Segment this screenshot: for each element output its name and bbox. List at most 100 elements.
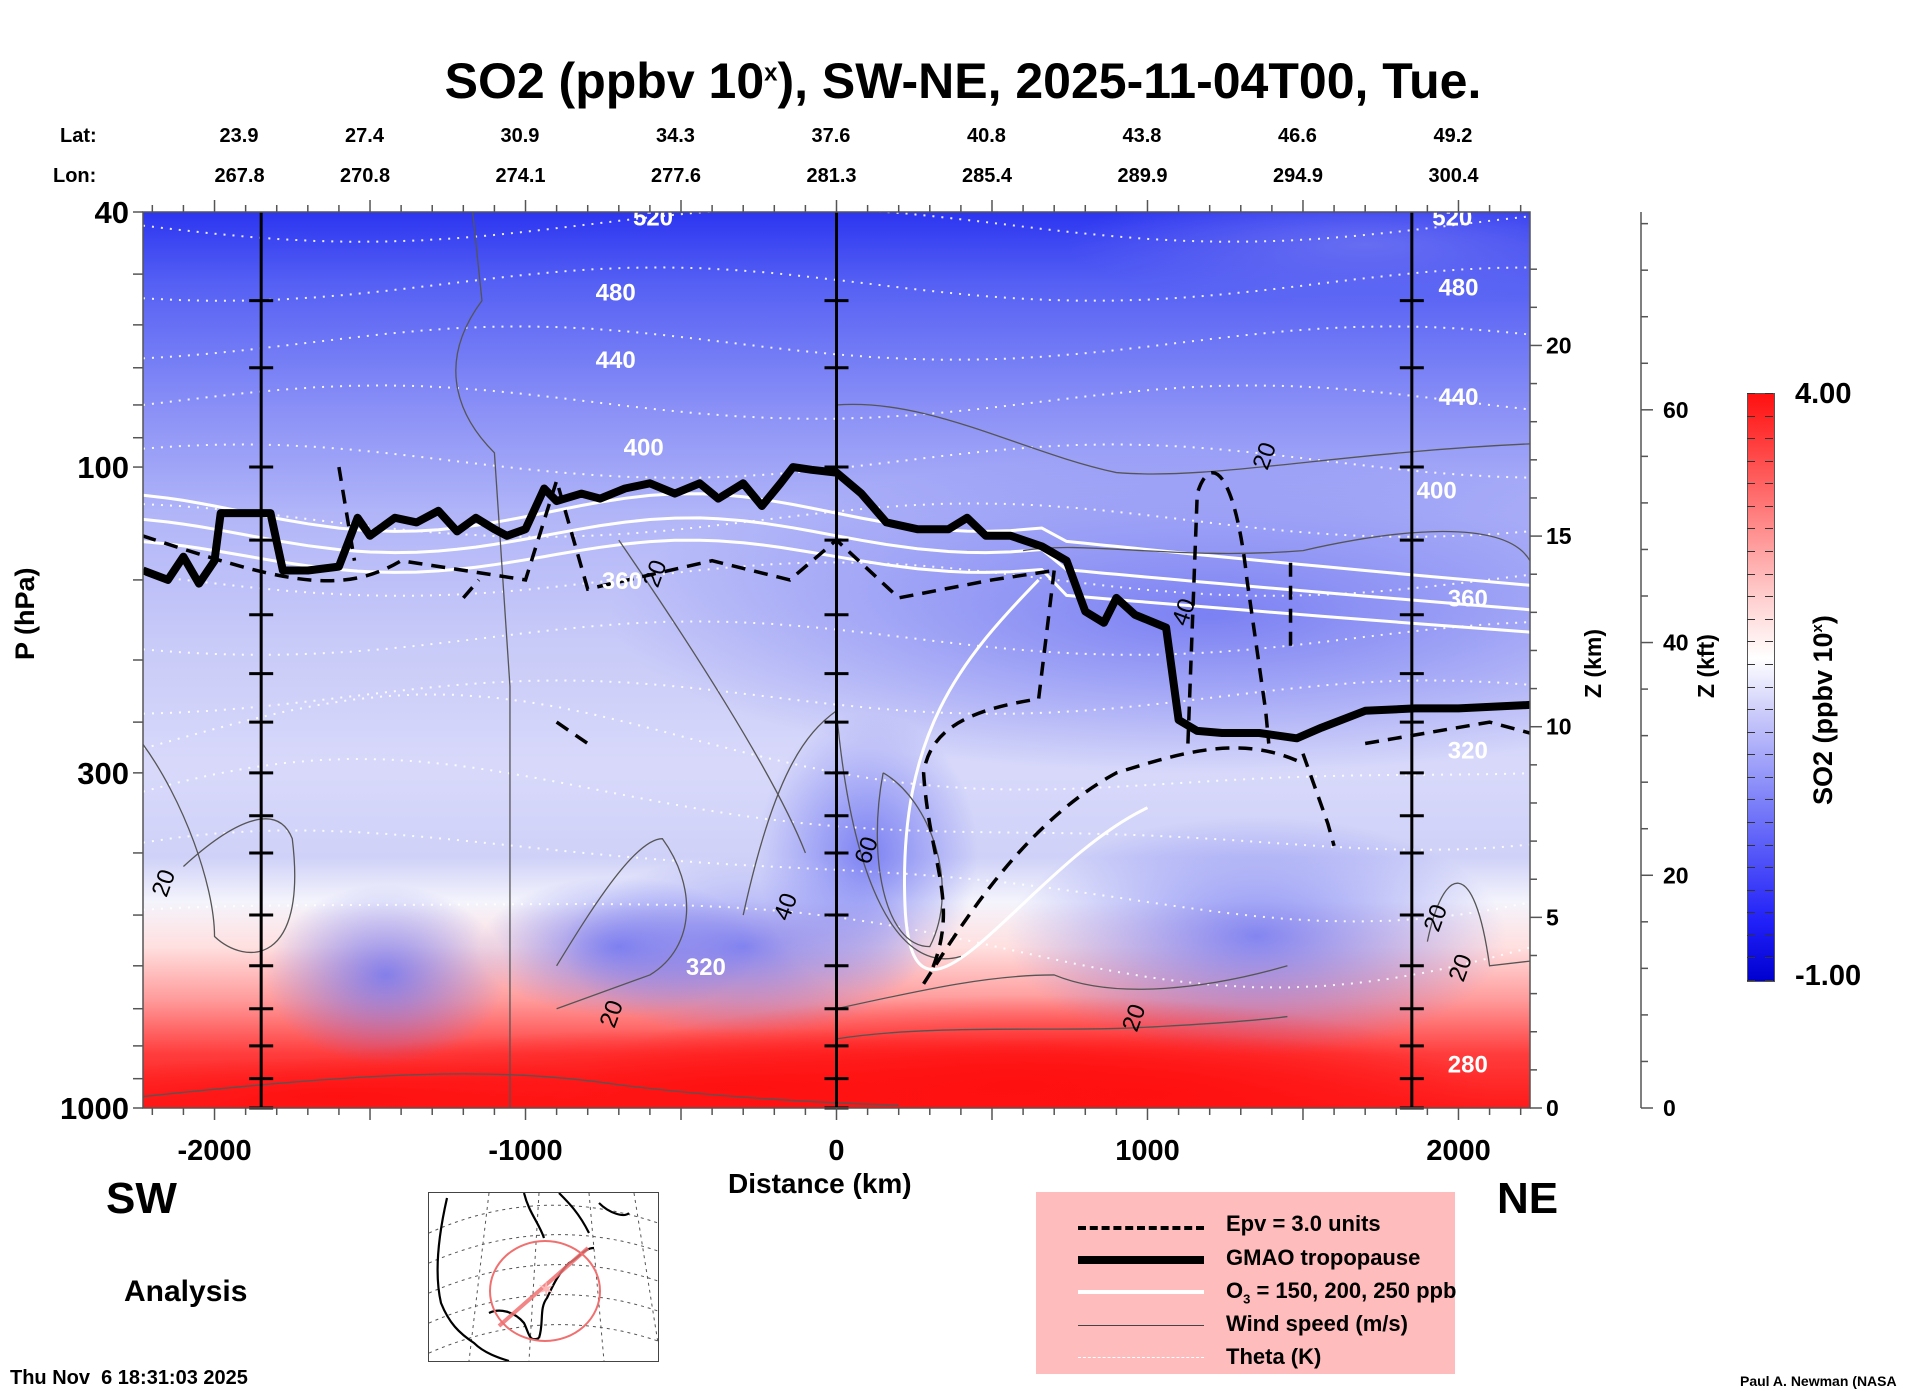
colorbar-tick [1765, 799, 1773, 801]
colorbar-tick [1747, 821, 1755, 823]
colorbar-tick [1765, 618, 1773, 620]
z-km-axis-title: Z (km) [1580, 629, 1606, 698]
lat-value: 43.8 [1122, 125, 1162, 147]
x-tick-label: 1000 [1115, 1135, 1180, 1167]
so2-low-region [1006, 816, 1507, 1057]
wind-speed-contour [836, 965, 1288, 1010]
epv-contour [1288, 560, 1530, 847]
theta-label: 480 [596, 280, 636, 307]
colorbar-title-sup: x [1809, 624, 1826, 633]
theta-label: 360 [602, 568, 642, 595]
colorbar-tick [1747, 686, 1755, 688]
plot-axes: -2000 -1000 0 1000 2000 40 100 300 1000 0 5 10 15 20 0… [60, 195, 1689, 1167]
colorbar-tick [1765, 754, 1773, 756]
theta-label: 280 [1448, 1051, 1488, 1078]
timestamp: Thu Nov 6 18:31:03 2025 [10, 1367, 248, 1389]
colorbar-tick [1765, 776, 1773, 778]
z-km-tick-label: 20 [1546, 332, 1572, 358]
lat-value: 34.3 [656, 125, 695, 147]
map-section-track [497, 1246, 590, 1328]
colorbar-tick [1747, 776, 1755, 778]
theta-label: 520 [1432, 205, 1472, 232]
colorbar-tick [1765, 663, 1773, 665]
theta-label: 440 [596, 347, 636, 374]
colorbar-tick [1747, 934, 1755, 936]
legend-label-tropopause: GMAO tropopause [1226, 1245, 1421, 1270]
theta-label: 440 [1438, 384, 1478, 411]
wind-speed-contour [556, 838, 688, 1010]
theta-label: 400 [624, 435, 664, 462]
x-axis-title: Distance (km) [728, 1168, 912, 1199]
legend-label-wind: Wind speed (m/s) [1226, 1311, 1408, 1336]
colorbar-tick [1765, 980, 1773, 981]
tropopause-line [143, 463, 1530, 743]
lat-label: Lat: [60, 125, 97, 147]
ozone-o: O [1226, 1278, 1244, 1303]
so2-high-region [797, 1033, 1498, 1108]
colorbar-tick [1747, 731, 1755, 733]
z-km-tick-label: 15 [1546, 523, 1572, 549]
colorbar-tick [1765, 867, 1773, 869]
lon-value: 294.9 [1272, 165, 1324, 187]
theta-label: 360 [1448, 585, 1488, 612]
theta-contour [143, 829, 1530, 923]
analysis-label: Analysis [124, 1275, 248, 1308]
lon-value: 281.3 [806, 165, 857, 187]
colorbar-tick [1765, 641, 1773, 643]
colorbar-tick [1747, 438, 1755, 440]
lat-value: 27.4 [345, 125, 384, 147]
map-center-star-icon: ✶ [537, 1277, 555, 1302]
z-kft-tick-label: 20 [1663, 862, 1689, 888]
colorbar-tick [1747, 844, 1755, 846]
sw-label: SW [106, 1174, 177, 1223]
wind-speed-contour [1022, 530, 1530, 562]
colorbar-tick [1747, 393, 1755, 394]
legend-swatch-ozone [1078, 1290, 1204, 1294]
theta-label: 320 [686, 954, 726, 981]
colorbar-tick [1747, 957, 1755, 959]
colorbar-tick [1765, 957, 1773, 959]
lon-value: 267.8 [214, 165, 265, 187]
colorbar-tick [1747, 460, 1755, 462]
legend-swatch-theta [1078, 1357, 1204, 1358]
colorbar-tick [1765, 889, 1773, 891]
colorbar-title: SO2 (ppbv 10x) [1808, 615, 1839, 805]
z-km-tick-label: 5 [1546, 904, 1559, 930]
epv-contour [922, 746, 1304, 985]
colorbar-tick [1747, 596, 1755, 598]
colorbar-tick [1765, 438, 1773, 440]
legend-label-ozone: O3 = 150, 200, 250 ppb [1226, 1278, 1456, 1306]
ne-label: NE [1497, 1174, 1559, 1223]
so2-field [143, 212, 1530, 1108]
epv-contour [143, 474, 1055, 600]
title-main: SO2 (ppbv 10 [444, 53, 765, 109]
so2-high-region [143, 1056, 689, 1108]
z-km-tick-label: 0 [1546, 1095, 1559, 1121]
legend: Epv = 3.0 units GMAO tropopause O3 = 150… [1036, 1192, 1456, 1374]
colorbar-tick [1765, 415, 1773, 417]
legend-label-theta: Theta (K) [1226, 1344, 1322, 1369]
colorbar-tick [1765, 596, 1773, 598]
colorbar-tick [1765, 731, 1773, 733]
z-kft-tick-label: 60 [1663, 397, 1689, 423]
colorbar-tick [1765, 844, 1773, 846]
so2-low-region [609, 454, 1530, 775]
y-tick-label: 300 [77, 756, 129, 791]
colorbar-tick [1765, 393, 1773, 394]
credit: Paul A. Newman (NASA [1740, 1373, 1897, 1389]
wind-speed-contour [836, 1015, 1288, 1040]
y-tick-label: 100 [77, 450, 129, 485]
map-coastlines [436, 1192, 630, 1363]
colorbar-title-rest: ) [1808, 615, 1838, 625]
epv-contour [337, 466, 589, 745]
lon-value: 289.9 [1117, 165, 1168, 187]
lon-label: Lon: [53, 165, 97, 187]
y-tick-label: 40 [95, 195, 129, 230]
legend-swatch-epv [1078, 1226, 1204, 1230]
colorbar-tick [1765, 460, 1773, 462]
colorbar-tick [1747, 754, 1755, 756]
legend-label-epv: Epv = 3.0 units [1226, 1211, 1381, 1236]
colorbar-tick [1765, 912, 1773, 914]
colorbar-tick [1747, 799, 1755, 801]
ozone-rest: = 150, 200, 250 ppb [1250, 1278, 1457, 1303]
